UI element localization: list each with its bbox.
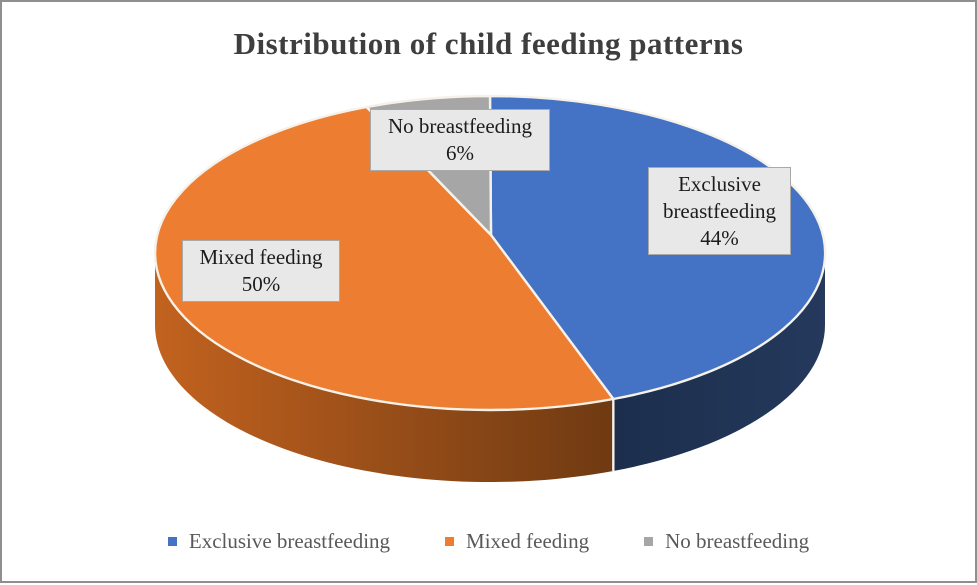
data-label-exclusive-breastfeeding: Exclusive breastfeeding 44% bbox=[648, 167, 791, 255]
data-label-no-breastfeeding: No breastfeeding 6% bbox=[370, 109, 550, 171]
legend-marker-gray-square-icon bbox=[644, 537, 654, 546]
data-label-category: Mixed feeding bbox=[199, 245, 323, 269]
legend-item-no-breastfeeding: No breastfeeding bbox=[644, 529, 809, 554]
data-label-category: No breastfeeding bbox=[387, 114, 533, 138]
data-label-value: 6% bbox=[446, 141, 474, 165]
legend-label: Exclusive breastfeeding bbox=[188, 529, 391, 553]
legend-marker-blue-square-icon bbox=[167, 537, 177, 546]
chart-legend: Exclusive breastfeeding Mixed feeding No… bbox=[2, 529, 975, 554]
data-label-category: Exclusive breastfeeding bbox=[662, 172, 777, 223]
data-label-value: 44% bbox=[700, 226, 739, 250]
legend-item-exclusive-breastfeeding: Exclusive breastfeeding bbox=[167, 529, 391, 554]
legend-marker-orange-square-icon bbox=[445, 537, 455, 546]
legend-item-mixed-feeding: Mixed feeding bbox=[445, 529, 589, 554]
data-label-value: 50% bbox=[241, 272, 281, 296]
data-label-mixed-feeding: Mixed feeding 50% bbox=[182, 240, 340, 302]
chart-title: Distribution of child feeding patterns bbox=[233, 26, 744, 61]
legend-label: Mixed feeding bbox=[466, 529, 590, 553]
legend-label: No breastfeeding bbox=[665, 529, 810, 553]
